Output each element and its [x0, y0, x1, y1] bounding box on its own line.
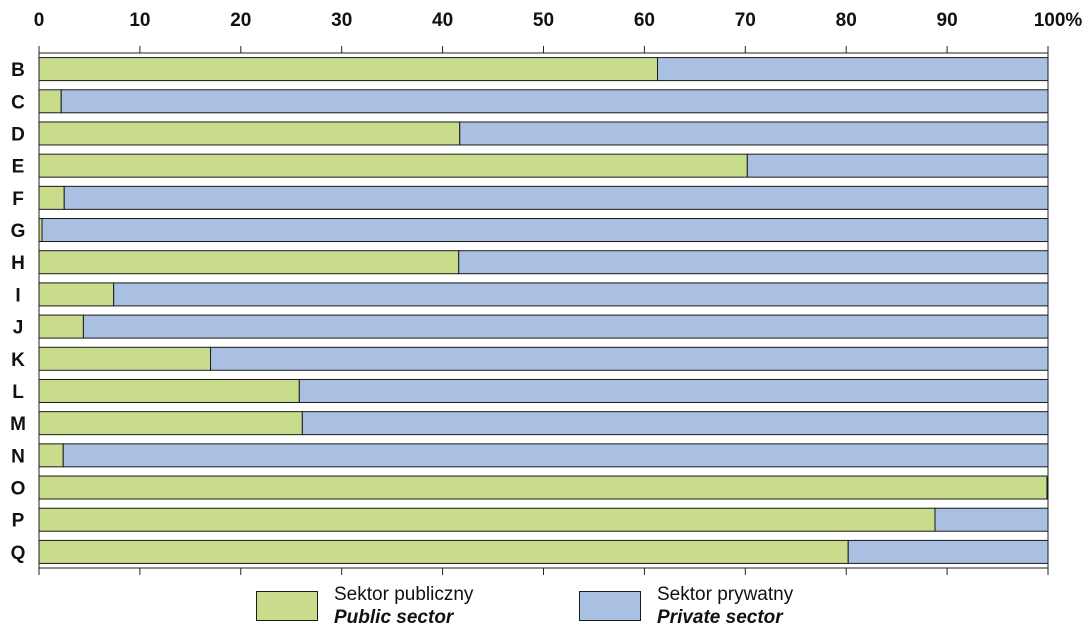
bar-private [60, 89, 1049, 114]
x-tick-label: 100% [1034, 10, 1083, 31]
bar-private [459, 121, 1049, 146]
bar-public [38, 346, 212, 371]
x-tick-label: 30 [331, 10, 352, 31]
legend-private: Sektor prywatny Private sector [579, 583, 793, 629]
bar-public [38, 282, 115, 307]
x-tick-label: 90 [937, 10, 958, 31]
bar-public [38, 475, 1048, 500]
x-tick-label: 40 [432, 10, 453, 31]
category-label: I [15, 285, 20, 306]
category-label: F [12, 189, 24, 210]
bar-public [38, 411, 303, 436]
x-tick-label: 60 [634, 10, 655, 31]
legend-label-private-en: Private sector [657, 607, 783, 628]
category-label: K [11, 350, 25, 371]
category-label: E [12, 157, 25, 178]
bar-public [38, 378, 300, 403]
category-label: Q [11, 543, 26, 564]
bar-public [38, 153, 748, 178]
bar-private [41, 218, 1049, 243]
category-label: C [11, 92, 25, 113]
x-tick-label: 10 [129, 10, 150, 31]
legend-swatch-private [579, 591, 641, 621]
category-label: D [11, 124, 25, 145]
bar-private [657, 57, 1049, 82]
bar-public [38, 539, 849, 564]
bar-private [1046, 475, 1049, 500]
category-label: H [11, 253, 25, 274]
x-tick-label: 80 [836, 10, 857, 31]
legend-label-public: Sektor publiczny [334, 584, 474, 605]
x-tick-label: 0 [34, 10, 45, 31]
legend-swatch-public [256, 591, 318, 621]
category-label: L [12, 382, 24, 403]
category-label: P [12, 511, 25, 532]
category-label: G [11, 221, 26, 242]
bar-private [82, 314, 1049, 339]
legend-label-public-en: Public sector [334, 607, 454, 628]
bar-public [38, 89, 62, 114]
bar-public [38, 121, 461, 146]
bar-private [746, 153, 1049, 178]
bar-public [38, 507, 936, 532]
category-label: N [11, 446, 25, 467]
category-label: M [10, 414, 26, 435]
legend-public: Sektor publiczny Public sector [256, 583, 473, 629]
bar-private [210, 346, 1049, 371]
category-label: J [13, 318, 24, 339]
bar-private [458, 250, 1049, 275]
bar-public [38, 250, 460, 275]
bar-public [38, 185, 65, 210]
bar-private [298, 378, 1049, 403]
bar-private [847, 539, 1049, 564]
bar-public [38, 314, 84, 339]
x-tick-label: 50 [533, 10, 554, 31]
category-label: O [11, 479, 26, 500]
bar-private [934, 507, 1049, 532]
bar-private [113, 282, 1049, 307]
x-tick-label: 70 [735, 10, 756, 31]
legend-label-private: Sektor prywatny [657, 584, 794, 605]
bar-private [301, 411, 1049, 436]
bar-private [62, 443, 1049, 468]
category-label: B [11, 60, 25, 81]
bar-public [38, 443, 64, 468]
bar-public [38, 57, 659, 82]
bar-private [63, 185, 1049, 210]
x-tick-label: 20 [230, 10, 251, 31]
